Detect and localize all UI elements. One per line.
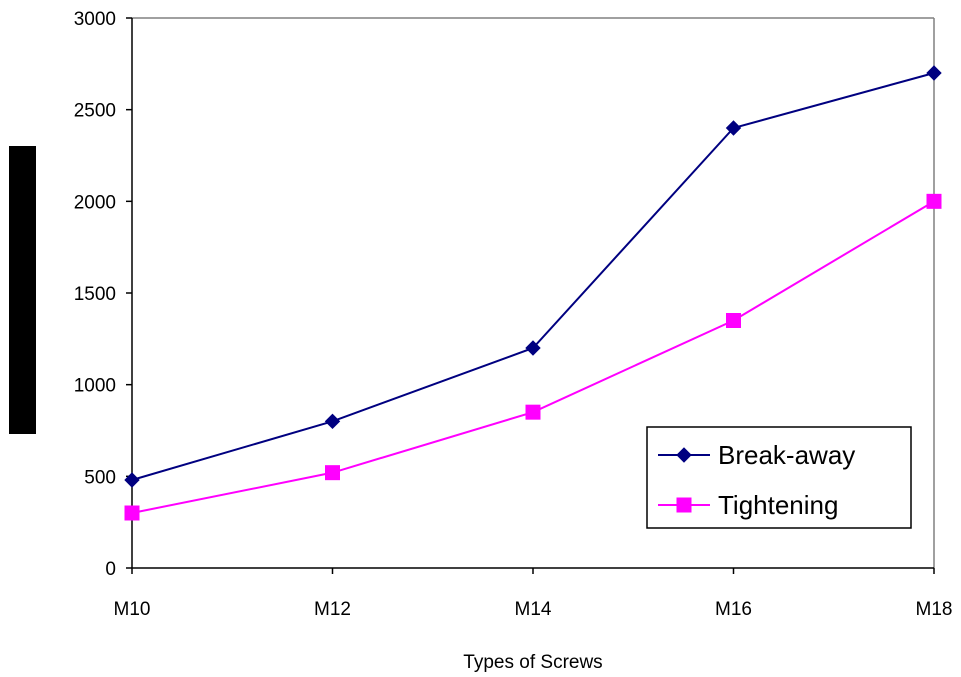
y-tick-label: 500 <box>84 467 116 488</box>
series-break-away <box>124 65 942 488</box>
x-tick-label: M18 <box>916 599 953 620</box>
y-tick-label: 2500 <box>74 101 116 122</box>
data-point-tightening <box>325 465 340 481</box>
x-tick-label: M16 <box>715 599 752 620</box>
legend-swatch-marker <box>676 447 692 463</box>
legend-label: Tightening <box>718 490 838 520</box>
x-tick-label: M14 <box>515 599 552 620</box>
legend-item-break-away: Break-away <box>658 440 855 470</box>
data-point-break-away <box>124 472 140 488</box>
y-tick-label: 0 <box>105 559 116 580</box>
data-point-tightening <box>926 193 942 209</box>
legend-swatch-marker <box>676 497 692 513</box>
data-point-break-away <box>324 413 341 430</box>
x-axis-ticks: M10 M12 M14 M16 M18 <box>114 568 953 620</box>
data-point-tightening <box>525 404 541 420</box>
data-point-tightening <box>726 313 741 328</box>
y-tick-label: 1500 <box>74 284 116 305</box>
data-point-tightening <box>124 505 140 521</box>
x-axis-title: Types of Screws <box>463 652 602 673</box>
data-point-break-away <box>725 120 742 136</box>
y-axis-ticks: 0 500 1000 1500 2000 2500 3000 <box>74 9 132 580</box>
x-tick-label: M10 <box>114 599 151 620</box>
legend: Break-away Tightening <box>646 426 912 529</box>
redacted-ylabel-block <box>9 146 36 434</box>
series-tightening <box>124 193 942 521</box>
data-point-break-away <box>926 65 942 81</box>
data-point-break-away <box>525 340 541 356</box>
legend-item-tightening: Tightening <box>658 490 838 520</box>
series-layer <box>124 65 942 521</box>
y-tick-label: 3000 <box>74 9 116 30</box>
y-tick-label: 2000 <box>74 192 116 213</box>
legend-label: Break-away <box>718 440 855 470</box>
x-tick-label: M12 <box>314 599 351 620</box>
y-tick-label: 1000 <box>74 376 116 397</box>
